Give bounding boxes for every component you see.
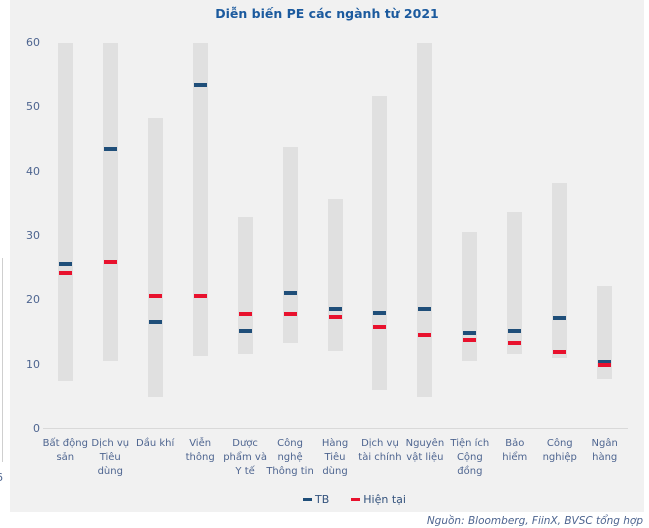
x-axis-category-label: Hàng Tiêu dùng [321,438,349,477]
tb-marker [193,83,207,88]
y-axis-tick-label: 40 [26,164,40,178]
range-bar [102,43,118,361]
x-axis-category-label: Bất động sản [42,438,88,463]
x-axis-category-label: Công nghiệp [542,438,577,463]
range-bar [507,212,523,355]
adjacent-chart-fragment: 6 [0,471,3,484]
tb-marker [373,310,387,315]
current-marker [193,294,207,299]
current-marker [553,349,567,354]
x-axis-category-label: Dược phẩm và Y tế [223,438,267,477]
range-bar [192,43,208,357]
tb-marker [418,307,432,312]
range-bar [552,182,568,358]
adjacent-chart-edge-line [2,258,3,462]
source-note: Nguồn: Bloomberg, FiinX, BVSC tổng hợp [426,515,643,527]
y-axis-tick-label: 30 [26,229,40,242]
y-axis-tick-label: 10 [26,357,40,371]
chart-title: Diễn biến PE các ngành từ 2021 [215,6,439,21]
range-bar [147,117,163,397]
current-marker [148,293,162,298]
current-marker [598,363,612,368]
range-bar [57,43,73,382]
x-axis-category-label: Tiện ích Cộng đồng [450,438,490,477]
current-marker [373,325,387,330]
x-axis-category-label: Dịch vụ tài chính [358,438,402,463]
legend-label-tb: TB [315,493,330,506]
current-marker [508,340,522,345]
x-axis-line [43,428,628,429]
tb-marker [283,290,297,295]
y-axis-tick-label: 20 [26,293,40,307]
y-axis-tick-label: 60 [26,36,40,49]
x-axis-category-label: Công nghệ Thông tin [266,438,314,477]
tb-marker [148,319,162,324]
current-marker [103,260,117,265]
range-bar [597,286,613,379]
y-axis-tick-label: 50 [26,100,40,114]
x-axis-category-label: Ngân hàng [591,438,618,463]
range-bar [237,216,253,355]
current-legend-dash-icon [351,498,361,501]
current-marker [58,270,72,275]
range-bar [417,43,433,397]
current-marker [328,315,342,320]
current-marker [283,311,297,316]
tb-marker [508,329,522,334]
tb-marker [328,306,342,311]
tb-marker [103,147,117,152]
tb-marker [598,360,612,365]
y-axis-tick-label: 0 [33,422,40,435]
tb-marker [463,330,477,335]
tb-marker [553,316,567,321]
current-marker [463,337,477,342]
x-axis-category-label: Dịch vụ Tiêu dùng [91,438,130,477]
legend-label-current: Hiện tại [363,493,406,506]
x-axis-category-label: Bảo hiểm [502,438,528,463]
tb-marker [58,261,72,266]
x-axis-category-label: Dầu khí [136,438,175,449]
legend: TB Hiện tại [303,493,406,506]
range-bar [372,96,388,390]
tb-legend-dash-icon [303,498,312,501]
range-bar [327,199,343,352]
range-bar [462,232,478,362]
legend-item-tb: TB [303,493,329,506]
x-axis-category-label: Nguyên vật liệu [405,438,445,463]
tb-marker [238,328,252,333]
legend-item-current: Hiện tại [351,493,406,506]
x-axis-category-label: Viễn thông [185,438,215,463]
current-marker [418,333,432,338]
current-marker [238,311,252,316]
